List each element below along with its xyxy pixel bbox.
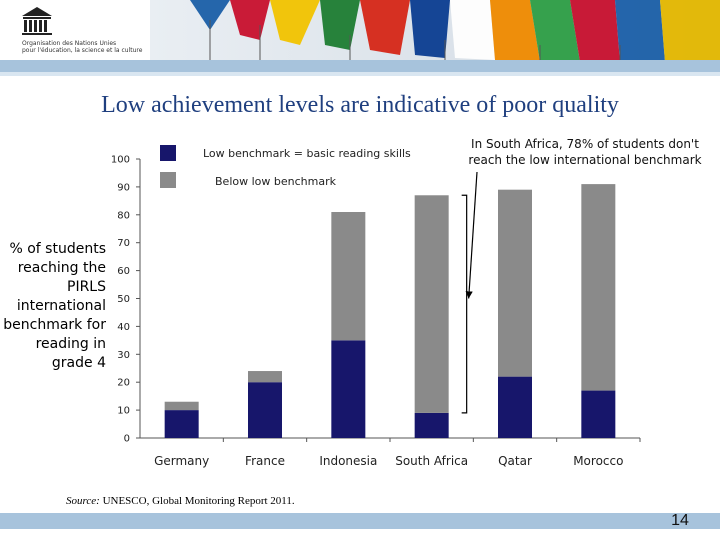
x-category-label: Morocco <box>573 454 623 468</box>
bar-below-low-indonesia <box>331 212 366 341</box>
y-tick-label: 100 <box>111 155 130 166</box>
header: Organisation des Nations Unies pour l'éd… <box>0 0 720 62</box>
x-category-label: Indonesia <box>319 454 377 468</box>
bar-low-benchmark-morocco <box>581 390 616 438</box>
bar-low-benchmark-france <box>248 382 282 438</box>
bar-below-low-morocco <box>581 184 616 391</box>
x-category-label: Germany <box>154 454 209 468</box>
y-tick-label: 30 <box>117 350 130 361</box>
y-tick-label: 80 <box>117 210 130 221</box>
legend-swatch-below-low <box>160 172 176 188</box>
source-note: Source: UNESCO, Global Monitoring Report… <box>66 495 295 507</box>
legend-label-below-low: Below low benchmark <box>215 175 336 188</box>
slide-title: Low achievement levels are indicative of… <box>101 92 619 118</box>
bar-low-benchmark-germany <box>164 410 199 438</box>
x-category-label: South Africa <box>395 454 468 468</box>
footer-band <box>0 513 720 529</box>
y-tick-label: 20 <box>117 378 130 389</box>
y-axis-label: % of students reaching the PIRLS interna… <box>3 241 106 371</box>
y-tick-label: 40 <box>117 322 130 333</box>
unesco-logo <box>20 6 54 36</box>
y-tick-label: 50 <box>117 294 130 305</box>
y-tick-label: 10 <box>117 406 130 417</box>
header-band <box>0 60 720 72</box>
south-africa-bracket <box>461 194 468 414</box>
x-category-label: France <box>245 454 285 468</box>
y-tick-label: 90 <box>117 182 130 193</box>
legend-label-low-benchmark: Low benchmark = basic reading skills <box>203 147 411 160</box>
bar-low-benchmark-indonesia <box>331 340 366 438</box>
org-line-1: Organisation des Nations Unies <box>22 40 117 47</box>
source-label: Source: <box>66 495 100 507</box>
bar-low-benchmark-south-africa <box>414 412 449 438</box>
header-band-light <box>0 72 720 76</box>
south-africa-annotation: In South Africa, 78% of students don't r… <box>468 137 702 167</box>
flags-banner <box>150 0 720 62</box>
page-number: 14 <box>671 512 689 529</box>
bar-below-low-france <box>248 371 282 383</box>
annotation-arrow <box>465 171 478 299</box>
org-line-2: pour l'éducation, la science et la cultu… <box>22 47 143 54</box>
y-tick-label: 60 <box>117 266 130 277</box>
y-tick-label: 70 <box>117 238 130 249</box>
bar-below-low-south-africa <box>414 195 449 413</box>
y-tick-label: 0 <box>124 434 130 445</box>
x-category-label: Qatar <box>498 454 532 468</box>
org-name: Organisation des Nations Unies pour l'éd… <box>22 40 142 54</box>
bar-low-benchmark-qatar <box>498 376 532 438</box>
bar-below-low-qatar <box>498 189 532 377</box>
legend-swatch-low-benchmark <box>160 145 176 161</box>
source-text: UNESCO, Global Monitoring Report 2011. <box>99 495 295 507</box>
bar-below-low-germany <box>164 401 199 411</box>
